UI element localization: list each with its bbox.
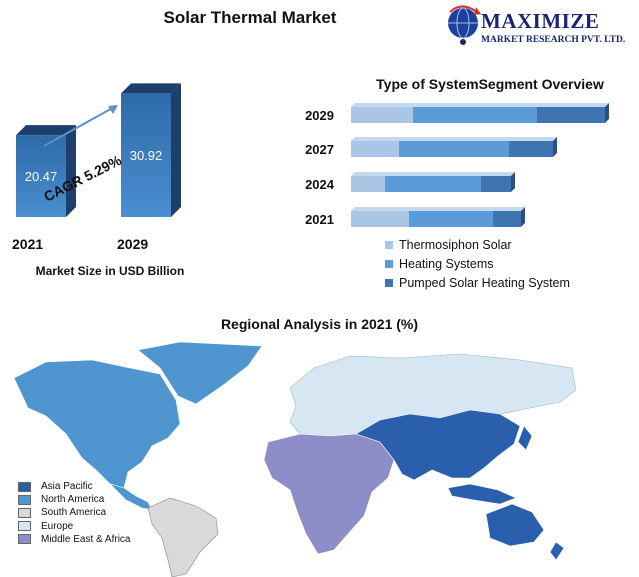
legend-label-thermosiphon: Thermosiphon Solar (399, 237, 512, 252)
category-label-2021: 2021 (305, 212, 334, 227)
map-legend-label: Europe (41, 520, 74, 532)
bar-top-face (351, 172, 515, 176)
segment-bar-2021-0 (351, 211, 409, 227)
bar-top-face (351, 137, 557, 141)
map-legend-label: North America (41, 494, 105, 506)
map-legend-swatch (18, 521, 31, 532)
logo-subtitle: MARKET RESEARCH PVT. LTD. (481, 35, 626, 45)
world-map (13, 341, 577, 577)
company-logo: MAXIMIZE MARKET RESEARCH PVT. LTD. (446, 2, 636, 52)
map-legend-swatch (18, 494, 31, 505)
cagr-arrowhead-icon (108, 105, 118, 114)
segment-bar-2027-1 (399, 141, 509, 157)
segment-chart-title: Type of SystemSegment Overview (376, 76, 604, 92)
bar-value-label: 30.92 (130, 148, 163, 163)
map-legend: Asia Pacific North America South America… (18, 480, 130, 546)
legend-item-pumped: Pumped Solar Heating System (385, 273, 570, 292)
map-region-greenland (137, 341, 263, 405)
legend-swatch-heating (385, 259, 393, 268)
bar-side-face (66, 125, 76, 217)
category-label-2021: 2021 (12, 236, 44, 252)
segment-chart: 2029 2027 2024 2021 (305, 103, 609, 227)
map-region-middle-east-africa (263, 433, 395, 555)
legend-swatch-pumped (385, 278, 393, 287)
segment-bar-2024-1 (385, 176, 481, 192)
segment-bar-2029-2 (537, 107, 605, 123)
map-region-south-america (147, 497, 219, 577)
map-legend-item: Asia Pacific (18, 480, 130, 493)
bar-side-face (553, 137, 557, 157)
segment-legend: Thermosiphon Solar Heating Systems Pumpe… (385, 235, 570, 292)
logo-name: MAXIMIZE (481, 9, 600, 33)
map-region-asia-pacific (355, 409, 521, 481)
map-region-southeast-asia (447, 483, 517, 505)
category-label-2029: 2029 (117, 236, 149, 252)
legend-item-heating: Heating Systems (385, 254, 570, 273)
map-region-japan (517, 425, 533, 451)
segment-bar-2029-0 (351, 107, 413, 123)
map-legend-swatch (18, 507, 31, 518)
category-label-2027: 2027 (305, 142, 334, 157)
map-region-new-zealand (549, 541, 565, 561)
bar-side-face (521, 207, 525, 227)
map-legend-label: South America (41, 507, 107, 519)
bar-side-face (605, 103, 609, 123)
segment-bar-2029-1 (413, 107, 537, 123)
legend-swatch-thermosiphon (385, 240, 393, 249)
bar-side-face (171, 83, 181, 217)
segment-bar-2024-0 (351, 176, 385, 192)
map-region-north-america (13, 359, 181, 489)
market-size-caption: Market Size in USD Billion (35, 264, 185, 278)
segment-bar-2024-2 (481, 176, 511, 192)
category-label-2029: 2029 (305, 108, 334, 123)
bar-side-face (511, 172, 515, 192)
map-legend-item: Europe (18, 520, 130, 533)
map-region-australia (485, 503, 545, 547)
segment-bar-2021-2 (493, 211, 521, 227)
map-legend-item: Middle East & Africa (18, 533, 130, 546)
legend-label-pumped: Pumped Solar Heating System (399, 275, 570, 290)
segment-bar-2021-1 (409, 211, 493, 227)
regional-analysis-title: Regional Analysis in 2021 (%) (220, 316, 419, 332)
map-legend-label: Middle East & Africa (41, 533, 131, 545)
bar-value-label: 20.47 (25, 169, 58, 184)
category-label-2024: 2024 (305, 177, 335, 192)
cagr-arrow-icon (43, 105, 117, 147)
segment-bar-2027-0 (351, 141, 399, 157)
segment-bar-2027-2 (509, 141, 553, 157)
legend-item-thermosiphon: Thermosiphon Solar (385, 235, 570, 254)
bar-2029 (121, 93, 171, 217)
chart-title: Solar Thermal Market (163, 8, 337, 27)
bar-top-face (351, 207, 525, 211)
map-legend-item: North America (18, 493, 130, 506)
map-region-central-america (108, 483, 153, 511)
bar-top-face (351, 103, 609, 107)
map-legend-swatch (18, 534, 31, 545)
bar-top-face (121, 83, 181, 94)
bar-2021 (16, 135, 66, 217)
legend-label-heating: Heating Systems (399, 256, 494, 271)
map-legend-swatch (18, 481, 31, 492)
map-legend-label: Asia Pacific (41, 481, 93, 493)
bar-top-face (16, 125, 76, 136)
map-legend-item: South America (18, 506, 130, 519)
